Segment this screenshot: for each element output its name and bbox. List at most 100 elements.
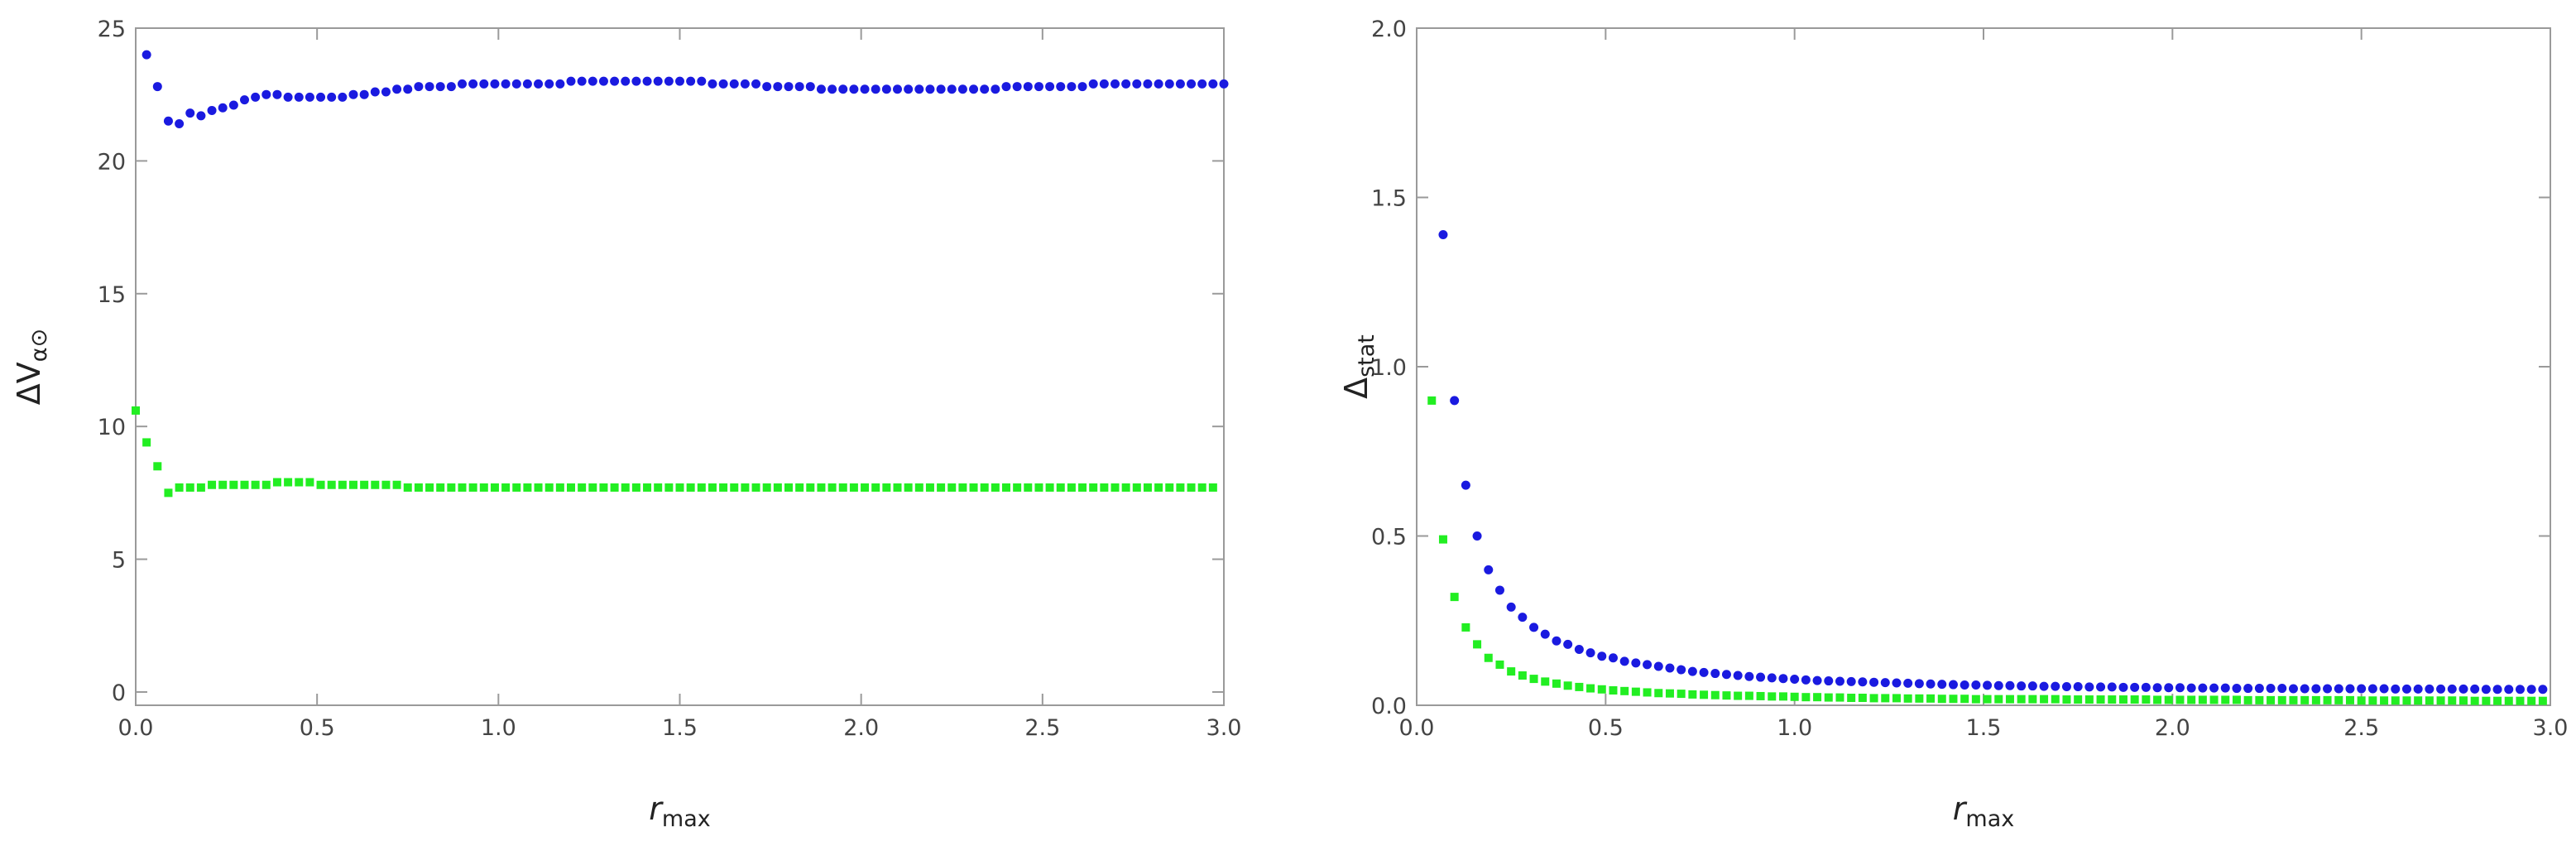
point [1438,229,1448,239]
point [1903,694,1912,703]
point [2436,696,2445,705]
point [881,84,891,94]
point [1121,79,1131,89]
point [1495,660,1504,669]
point [1620,686,1629,695]
point [1631,658,1641,668]
point [654,483,663,492]
point [914,483,923,492]
point [2527,696,2536,705]
point [2028,695,2037,704]
point [947,84,957,94]
point [1056,82,1066,92]
point [969,483,978,492]
point [1858,677,1868,687]
point [708,79,717,89]
point [740,79,750,89]
point [675,76,684,86]
point [2311,684,2321,694]
point [349,480,357,489]
point [295,478,304,487]
point [2061,682,2071,692]
point [816,84,826,94]
point [196,111,206,121]
point [849,483,858,492]
point [664,483,674,492]
point [359,89,369,99]
point [501,79,511,89]
point [1034,483,1043,492]
point [1733,671,1743,680]
x-tick-label: 3.0 [2533,715,2569,741]
point [805,82,815,92]
point [1540,629,1550,639]
point [1721,670,1731,680]
point [588,76,597,86]
point [294,92,304,102]
x-tick-label: 2.0 [843,715,879,741]
y-tick-label: 2.0 [1371,17,1407,42]
point [1790,675,1800,685]
point [2074,695,2083,704]
point [1529,675,1538,684]
point [2516,696,2525,705]
point [794,82,804,92]
point [2255,695,2264,704]
point [316,480,325,489]
point [240,480,249,489]
point [2142,695,2151,704]
y-tick-label: 0.5 [1371,525,1407,550]
point [2221,695,2230,704]
point [1143,483,1152,492]
point [2345,695,2354,704]
point [2345,684,2355,694]
point [447,483,456,492]
point [936,84,946,94]
point [1563,681,1572,690]
point [305,92,314,102]
point [261,480,271,489]
point [773,483,782,492]
point [2130,682,2140,692]
point [1552,636,1561,646]
point [1677,665,1686,675]
point [730,483,739,492]
point [1208,79,1218,89]
point [1518,613,1528,622]
point [185,483,194,492]
point [1744,671,1754,681]
point [1971,680,1981,690]
point [1778,674,1788,684]
point [631,483,640,492]
point [991,84,1000,94]
point [2391,684,2401,694]
point [2198,695,2207,704]
point [2186,683,2196,693]
point [544,79,554,89]
point [2367,684,2377,694]
point [1767,673,1777,683]
point [643,483,652,492]
point [2334,684,2343,694]
point [838,483,847,492]
point [1111,483,1120,492]
point [741,483,750,492]
x-axis-label: rmax [649,791,710,832]
x-tick-label: 0.0 [118,715,154,741]
point [2164,695,2173,704]
point [1461,480,1470,490]
point [251,480,260,489]
point [2175,683,2185,693]
point [2481,685,2491,695]
point [1756,672,1766,682]
point [435,82,445,92]
point [784,483,793,492]
point [2379,684,2389,694]
point [1121,483,1130,492]
point [2175,695,2185,704]
point [1993,680,2003,690]
point [1688,690,1697,699]
point [795,483,804,492]
point [849,84,859,94]
